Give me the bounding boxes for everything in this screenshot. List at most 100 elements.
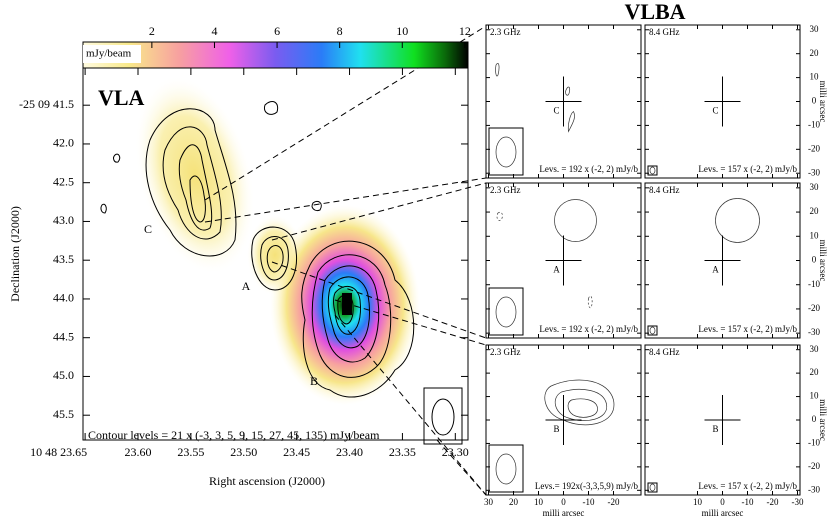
panel-component: B [712,424,718,434]
vlba-x-tick-label: -20 [767,497,779,507]
y-axis-label: Declination (J2000) [8,206,22,302]
x-tick-label: 23.40 [336,445,363,459]
vlba-x-label: milli arcsec [543,508,585,518]
panel-levels: Levs. = 157 x (-2, 2) mJy/b [698,324,797,334]
vlba-y-tick-label: -20 [808,303,820,313]
vlba-y-tick-label: 0 [812,96,817,106]
panel-beam-box [488,444,524,493]
vlba-contour [567,398,598,418]
panel-beam-box [488,127,524,176]
vlba-y-tick-label: -10 [808,279,820,289]
panel-freq: 8.4 GHz [649,185,680,195]
vlba-y-tick-label: -10 [808,438,820,448]
colorbar-label: mJy/beam [86,48,132,60]
y-tick-label: 44.0 [53,291,74,305]
vlba-x-tick-label: -10 [583,497,595,507]
panel-beam-box [647,482,658,493]
x-tick-label: 23.60 [125,445,152,459]
panel-beam [495,453,517,485]
vlba-contour [554,199,597,242]
vlba-contour [495,62,575,133]
panel-component: A [553,265,560,275]
y-tick-label: 42.5 [53,174,74,188]
vla-title: VLA [98,85,145,110]
panel-freq: 2.3 GHz [490,185,521,195]
vlba-x-tick-label: -20 [608,497,620,507]
panel-component: C [553,106,559,116]
panel-component: C [712,106,718,116]
panel-levels: Levs. = 157 x (-2, 2) mJy/b [698,164,797,174]
colorbar-label-box [83,45,141,63]
y-tick-label: 43.0 [53,213,74,227]
component-label: C [144,222,152,236]
panel-beam-box [647,165,658,176]
beam [423,387,463,445]
panel-levels: Levs.= 192x(-3,3,5,9) mJy/b [535,481,639,491]
vlba-y-tick-label: 20 [810,48,820,58]
vlba-y-tick-label: 10 [810,72,820,82]
x-tick-label: 23.50 [230,445,257,459]
x-tick-label: 23.55 [177,445,204,459]
vlba-x-tick-label: 0 [720,497,725,507]
vlba-y-tick-label: 30 [810,182,820,192]
panel-freq: 8.4 GHz [649,27,680,37]
vlba-contour [544,379,615,426]
panel-beam [649,166,656,175]
panel-beam-box [488,287,524,336]
panel-freq: 2.3 GHz [490,27,521,37]
vlba-x-tick-label: 30 [484,497,494,507]
vlba-y-tick-label: 10 [810,230,820,240]
vlba-x-tick-label: 10 [534,497,544,507]
vlba-y-tick-label: -20 [808,461,820,471]
vlba-x-tick-label: -10 [742,497,754,507]
panel-levels: Levs. = 192 x (-2, 2) mJy/b [539,324,638,334]
vlba-x-tick-label: -30 [792,497,804,507]
y-tick-label: 43.5 [53,252,74,266]
vlba-contour [715,198,760,243]
panel-component: B [553,424,559,434]
vlba-x-tick-label: 10 [693,497,703,507]
panel-beam-box [647,325,658,336]
component-label: B [310,374,318,388]
x-tick-label: 23.30 [442,445,469,459]
panel-beam [649,326,656,335]
panel-beam [495,136,517,168]
colorbar-tick-label: 8 [337,24,343,38]
vla-image [100,77,420,405]
panel-freq: 2.3 GHz [490,347,521,357]
panel-levels: Levs. = 192 x (-2, 2) mJy/b [539,164,638,174]
component-label: A [242,279,251,293]
vlba-y-tick-label: 10 [810,391,820,401]
x-tick-label: 10 48 23.65 [30,445,87,459]
vlba-y-tick-label: 0 [812,255,817,265]
vlba-y-tick-label: -30 [808,167,820,177]
vlba-contour [496,211,593,309]
y-tick-label: 44.5 [53,329,74,343]
panel-component: A [712,265,719,275]
vlba-contour [554,389,607,421]
vlba-y-tick-label: 30 [810,24,820,34]
y-tick-label: -25 09 41.5 [19,97,74,111]
x-tick-label: 23.45 [283,445,310,459]
x-tick-label: 23.35 [389,445,416,459]
panel-levels: Levs. = 157 x (-2, 2) mJy/b [698,481,797,491]
vlba-y-label: milli arcsec [818,240,828,282]
vlba-y-tick-label: 30 [810,344,820,354]
colorbar-tick-label: 10 [396,24,408,38]
colorbar-tick-label: 2 [149,24,155,38]
vlba-y-tick-label: 0 [812,414,817,424]
y-tick-label: 45.0 [53,368,74,382]
vlba-y-tick-label: 20 [810,206,820,216]
vlba-y-label: milli arcsec [818,81,828,123]
vlba-y-tick-label: -20 [808,143,820,153]
colorbar-tick-label: 12 [459,24,471,38]
y-tick-label: 45.5 [53,407,74,421]
vlba-y-tick-label: -10 [808,119,820,129]
vlba-title: VLBA [624,0,685,24]
panel-beam [495,296,517,328]
y-tick-label: 42.0 [53,136,74,150]
vlba-x-tick-label: 20 [509,497,519,507]
vlba-y-label: milli arcsec [818,399,828,441]
panel-freq: 8.4 GHz [649,347,680,357]
